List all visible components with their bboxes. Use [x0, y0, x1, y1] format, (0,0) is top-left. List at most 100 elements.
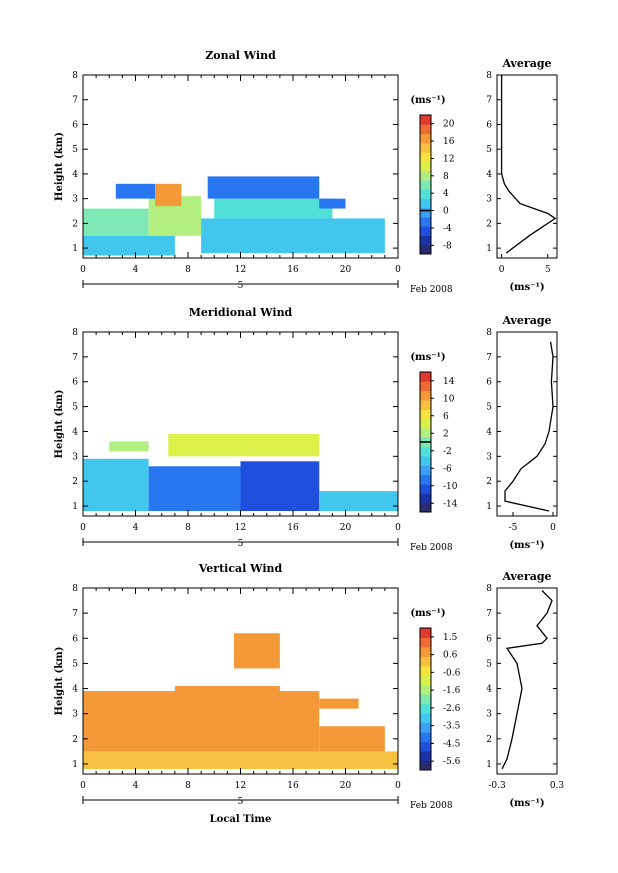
avg-y-tick-label: 3 — [486, 195, 492, 205]
avg-y-tick-label: 8 — [486, 71, 492, 81]
avg-y-tick-label: 4 — [486, 685, 492, 695]
colorbar-cell — [420, 656, 431, 667]
avg-unit-label: (ms⁻¹) — [509, 798, 544, 809]
colorbar-unit: (ms⁻¹) — [410, 608, 445, 619]
x-tick-label: 16 — [287, 781, 299, 791]
colorbar-cell — [420, 703, 431, 714]
colorbar-tick-label: 1.5 — [443, 633, 458, 643]
colorbar-cell — [420, 428, 431, 438]
colorbar-cell — [420, 741, 431, 752]
avg-unit-label: (ms⁻¹) — [509, 282, 544, 293]
avg-y-tick-label: 4 — [486, 170, 492, 180]
heatmap-cell — [319, 491, 398, 512]
colorbar-cell — [420, 694, 431, 705]
colorbar-tick-label: -3.5 — [443, 722, 461, 732]
colorbar-tick-label: 12 — [443, 154, 454, 164]
heatmap-cell — [168, 433, 320, 457]
colorbar-cell — [420, 760, 431, 771]
x-tick-label: 0 — [395, 265, 401, 275]
colorbar-tick-label: 20 — [443, 120, 455, 130]
heatmap-cell — [83, 691, 320, 752]
panel-title: Vertical Wind — [198, 562, 283, 575]
x-tick-label: 4 — [133, 265, 139, 275]
colorbar-cell — [420, 732, 431, 743]
colorbar-cell — [420, 189, 431, 199]
x-tick-label: 20 — [340, 781, 352, 791]
date-label: Feb 2008 — [410, 543, 453, 553]
average-title: Average — [501, 570, 551, 583]
avg-x-tick-label: 0 — [550, 523, 556, 533]
colorbar-cell — [420, 665, 431, 676]
x-axis-label: Local Time — [210, 814, 272, 825]
x-tick-label: 0 — [80, 523, 86, 533]
y-tick-label: 1 — [72, 244, 78, 254]
avg-y-tick-label: 8 — [486, 584, 492, 594]
heatmap-cell — [109, 441, 149, 452]
x-tick-label: 20 — [340, 523, 352, 533]
avg-y-tick-label: 1 — [486, 760, 492, 770]
colorbar-tick-label: -0.6 — [443, 668, 461, 678]
y-tick-label: 5 — [72, 403, 78, 413]
day-label: 5 — [238, 539, 244, 549]
x-tick-label: 4 — [133, 523, 139, 533]
heatmap-cell — [214, 198, 333, 219]
x-tick-label: 12 — [235, 523, 246, 533]
colorbar-tick-label: -6 — [443, 464, 452, 474]
colorbar-cell — [420, 628, 431, 638]
x-tick-label: 8 — [185, 523, 191, 533]
colorbar-cell — [420, 226, 431, 236]
colorbar-tick-label: -2 — [443, 447, 452, 457]
colorbar-frame — [419, 627, 432, 771]
x-tick-label: 20 — [340, 265, 352, 275]
y-tick-label: 3 — [72, 710, 78, 720]
colorbar-cell — [420, 637, 431, 648]
average-profile-line — [500, 75, 557, 254]
colorbar-tick-label: 8 — [443, 172, 449, 182]
avg-y-tick-label: 4 — [486, 427, 492, 437]
avg-x-tick-label: -0.3 — [488, 781, 506, 791]
heatmap-cell — [233, 633, 280, 669]
colorbar-tick-label: 14 — [443, 377, 455, 387]
y-tick-label: 6 — [72, 378, 78, 388]
y-tick-label: 1 — [72, 760, 78, 770]
y-tick-label: 7 — [72, 609, 78, 619]
colorbar-tick-label: -5.6 — [443, 757, 461, 767]
y-tick-label: 5 — [72, 145, 78, 155]
colorbar-cell — [420, 142, 431, 153]
x-tick-label: 16 — [287, 265, 299, 275]
day-label: 5 — [238, 281, 244, 291]
avg-y-tick-label: 5 — [486, 403, 492, 413]
heatmap-cell — [83, 751, 398, 769]
colorbar-cell — [420, 675, 431, 686]
x-tick-label: 12 — [235, 265, 246, 275]
colorbar-cell — [420, 722, 431, 733]
heatmap-cell — [201, 218, 385, 254]
colorbar-tick-label: -4.5 — [443, 739, 461, 749]
y-tick-label: 2 — [72, 219, 78, 229]
colorbar-cell — [420, 152, 431, 162]
x-tick-label: 8 — [185, 781, 191, 791]
colorbar-cell — [420, 400, 431, 410]
colorbar-cell — [420, 381, 431, 392]
y-tick-label: 5 — [72, 659, 78, 669]
average-profile-line — [501, 590, 553, 770]
x-tick-label: 0 — [395, 781, 401, 791]
colorbar-cell — [420, 474, 431, 485]
avg-y-tick-label: 3 — [486, 710, 492, 720]
colorbar-cell — [420, 446, 431, 457]
x-tick-label: 8 — [185, 265, 191, 275]
panel-title: Meridional Wind — [189, 306, 293, 319]
colorbar-cell — [420, 216, 431, 227]
average-profile-line — [504, 341, 554, 512]
colorbar-unit: (ms⁻¹) — [410, 352, 445, 363]
x-tick-label: 0 — [80, 265, 86, 275]
colorbar-cell — [420, 115, 431, 125]
colorbar-cell — [420, 418, 431, 429]
y-tick-label: 2 — [72, 735, 78, 745]
avg-y-tick-label: 6 — [486, 120, 492, 130]
y-tick-label: 6 — [72, 634, 78, 644]
y-tick-label: 2 — [72, 477, 78, 487]
avg-y-tick-label: 6 — [486, 634, 492, 644]
colorbar-tick-label: 6 — [443, 412, 449, 422]
